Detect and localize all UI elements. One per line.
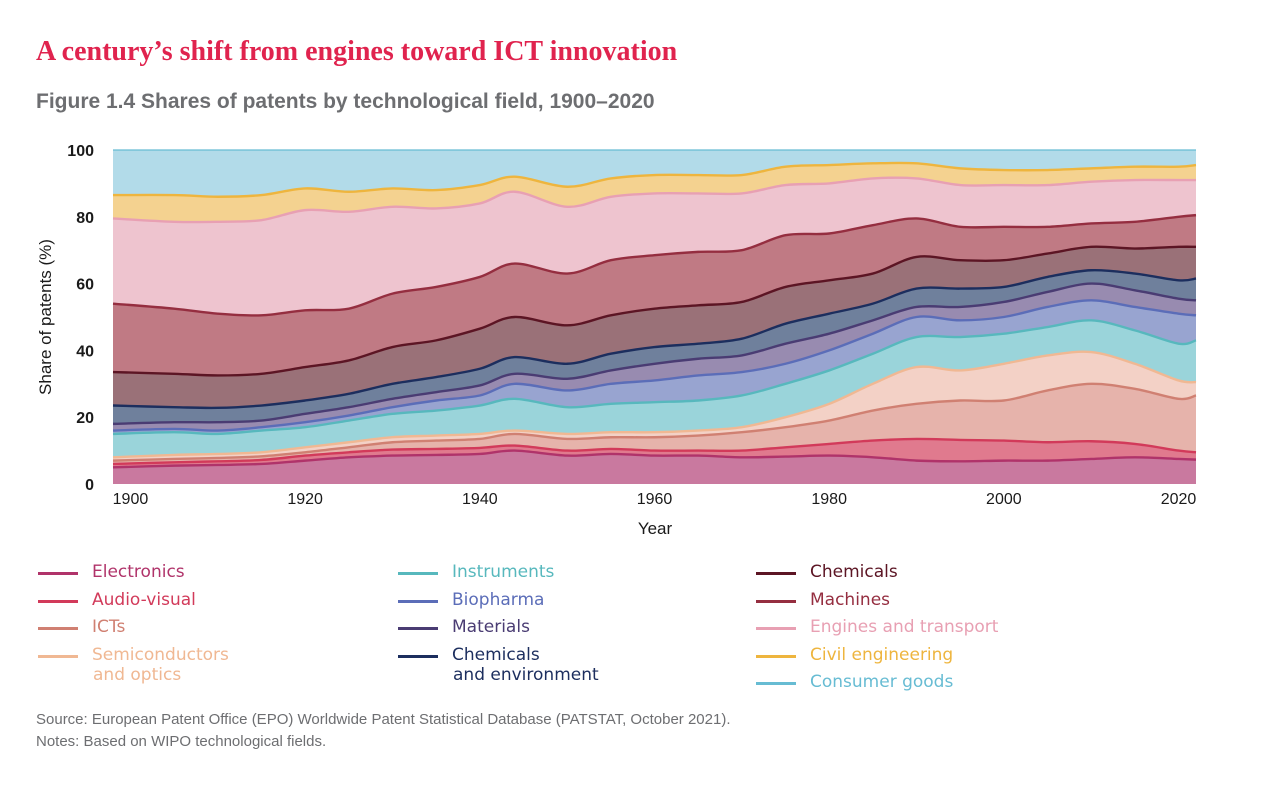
figure-title: Figure 1.4 Shares of patents by technolo… [36,90,655,113]
legend-swatch [38,599,78,603]
legend-item-audio-visual: Audio-visual [38,590,196,610]
line-machines [112,213,1197,317]
legend-swatch [38,627,78,630]
line-civil-engineering [112,161,1197,198]
x-axis-ticks: 1900 1920 1940 1960 1980 2000 2020 [113,491,1197,508]
x-tick-label: 1900 [113,491,149,508]
legend-item-instruments: Instruments [398,562,554,582]
y-tick-label: 40 [76,343,94,360]
x-axis-label: Year [638,519,673,538]
area-materials [113,283,1196,431]
area-biopharma [113,300,1196,434]
legend-swatch [398,654,438,658]
line-chemicals [112,245,1197,377]
chart-boundary-lines [112,149,1197,469]
legend-label: Semiconductors and optics [92,645,229,685]
legend-label-line: Consumer goods [810,672,954,692]
legend-label-line: and environment [453,664,599,685]
x-tick-label: 1980 [811,491,847,508]
legend-item-civil-engineering: Civil engineering [756,645,953,665]
legend-item-biopharma: Biopharma [398,590,544,610]
legend-swatch [38,572,78,575]
legend-label: Chemicals and environment [452,645,599,685]
legend-label: Civil engineering [810,645,953,665]
chart-areas [113,150,1196,484]
x-tick-label: 2000 [986,491,1022,508]
legend-item-consumer-goods: Consumer goods [756,672,953,692]
legend-label-line: ICTs [92,617,126,637]
legend-label-line: Materials [452,617,530,637]
legend-item-icts: ICTs [38,617,125,637]
x-tick-label: 1940 [462,491,498,508]
legend-label: Consumer goods [810,672,953,692]
legend-item-semiconductors-and-optics: Semiconductors and optics [38,645,229,685]
y-tick-label: 0 [85,477,94,494]
legend-label-line: Chemicals [810,562,898,582]
y-axis-label: Share of patents (%) [36,239,55,395]
legend-label-line: Semiconductors [92,644,229,665]
line-engines-and-transport [112,176,1196,224]
line-electronics [112,449,1197,469]
line-materials [112,282,1197,426]
legend-label: Chemicals [810,562,898,582]
x-tick-label: 1960 [637,491,673,508]
legend-item-chemicals-and-environment: Chemicals and environment [398,645,599,685]
line-audio-visual [112,437,1197,466]
y-tick-label: 80 [76,210,94,227]
legend-label-line: Electronics [92,562,185,582]
legend-swatch [756,572,796,575]
legend-swatch [756,599,796,603]
y-axis-ticks: 0 20 40 60 80 100 [67,143,94,494]
area-electronics [113,450,1196,484]
legend-swatch [398,627,438,630]
y-tick-label: 100 [67,143,94,160]
line-biopharma [112,299,1197,432]
legend-label-line: Instruments [452,562,555,582]
legend-item-electronics: Electronics [38,562,185,582]
stacked-area-chart: 0 20 40 60 80 100 1900 1920 1940 1960 1980 2000 202… [36,143,1197,538]
chart-legend: Electronics Audio-visual ICTs Semiconductor… [38,562,1218,702]
area-consumer-goods [113,150,1196,197]
notes: Notes: Based on WIPO technological field… [36,733,327,750]
x-tick-label: 2020 [1161,491,1197,508]
legend-item-chemicals: Chemicals [756,562,898,582]
legend-label: Electronics [92,562,185,582]
legend-label-line: Machines [810,589,891,610]
line-chemicals-and-environment [112,268,1197,410]
legend-label: ICTs [92,617,125,637]
legend-swatch [38,654,78,658]
source-note: Source: European Patent Office (EPO) Wor… [36,711,731,728]
area-instruments [113,320,1196,458]
headline: A century’s shift from engines toward IC… [36,36,678,67]
area-engines-and-transport [113,177,1196,316]
legend-label-line: Engines and transport [810,617,999,637]
legend-item-materials: Materials [398,617,530,637]
legend-item-machines: Machines [756,590,890,610]
legend-label: Instruments [452,562,554,582]
legend-swatch [756,627,796,630]
area-semiconductors-and-optics [113,351,1196,461]
legend-label-line: Biopharma [452,589,545,610]
legend-label: Materials [452,617,530,637]
legend-item-engines-and-transport: Engines and transport [756,617,998,637]
legend-label: Engines and transport [810,617,998,637]
legend-swatch [756,654,796,658]
line-semiconductors-and-optics [112,350,1197,459]
legend-label-line: and optics [93,664,182,685]
legend-label: Audio-visual [92,590,196,610]
legend-label-line: Chemicals [452,644,540,665]
legend-label: Machines [810,590,890,610]
legend-swatch [398,572,438,575]
legend-label-line: Audio-visual [92,589,196,610]
y-tick-label: 60 [76,277,94,294]
area-machines [113,215,1196,376]
legend-swatch [756,682,796,685]
legend-label: Biopharma [452,590,544,610]
x-tick-label: 1920 [287,491,323,508]
legend-label-line: Civil engineering [810,644,954,665]
line-icts [112,382,1197,462]
line-instruments [112,319,1197,436]
y-tick-label: 20 [76,410,94,427]
legend-swatch [398,599,438,603]
